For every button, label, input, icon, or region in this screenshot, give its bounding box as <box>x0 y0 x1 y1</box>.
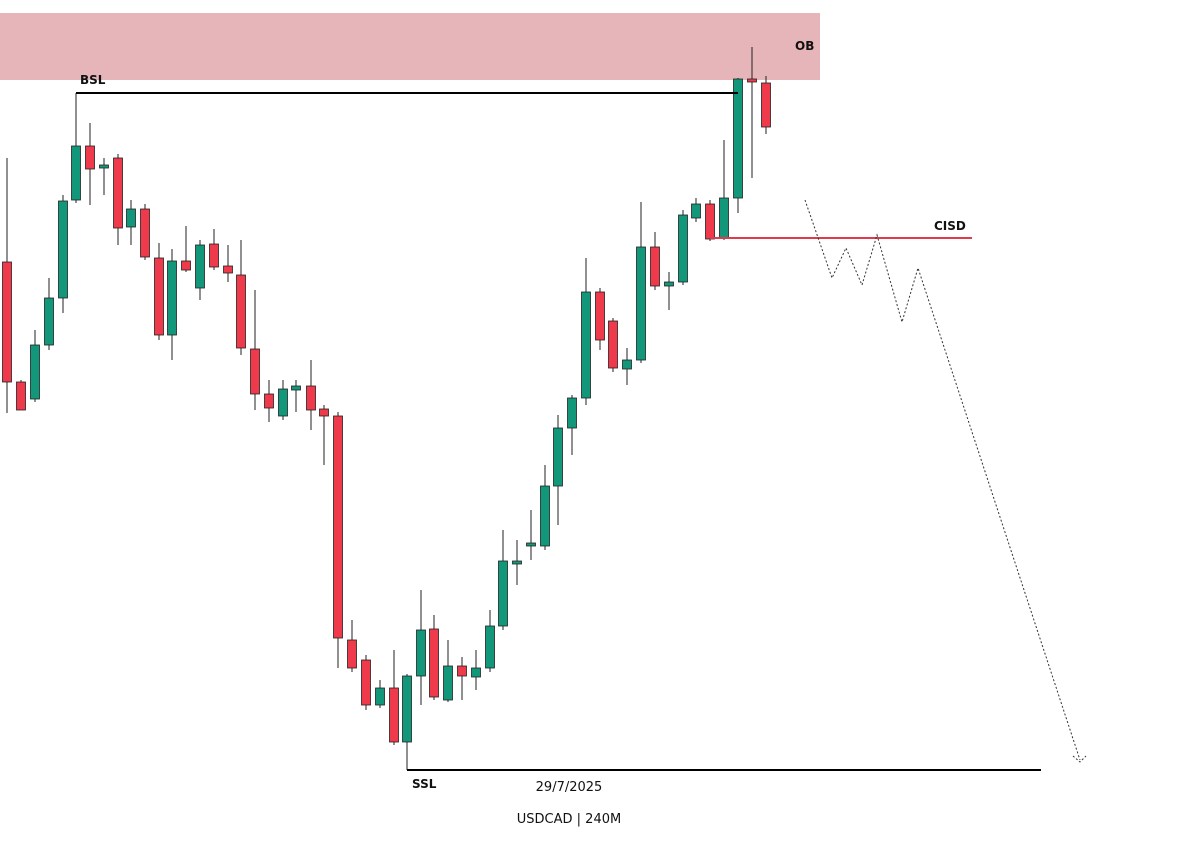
candle-body <box>526 542 536 547</box>
ob-label: OB <box>795 39 814 53</box>
candle-body <box>333 415 343 639</box>
order-block-zone <box>0 13 820 80</box>
candle-body <box>126 208 136 228</box>
candle-body <box>389 687 399 743</box>
candle-body <box>553 427 563 487</box>
candle-body <box>181 260 191 271</box>
ssl-label: SSL <box>412 777 437 791</box>
candle-body <box>691 203 701 219</box>
candle-body <box>705 203 715 240</box>
candle-body <box>581 291 591 399</box>
candle-body <box>347 639 357 669</box>
candle-body <box>30 344 40 400</box>
candle-body <box>636 246 646 361</box>
candle-body <box>361 659 371 706</box>
cisd-label: CISD <box>934 219 966 233</box>
candle-body <box>443 665 453 701</box>
candle-body <box>58 200 68 299</box>
candle-body <box>650 246 660 287</box>
candle-body <box>761 82 771 128</box>
date-label: 29/7/2025 <box>536 780 603 795</box>
candle-body <box>209 243 219 268</box>
candle-body <box>595 291 605 341</box>
candle-body <box>291 385 301 391</box>
candle-body <box>375 687 385 706</box>
candle-body <box>85 145 95 170</box>
candle-body <box>471 667 481 678</box>
bsl-label: BSL <box>80 73 106 87</box>
candle-body <box>457 665 467 677</box>
candle-body <box>567 397 577 429</box>
symbol-label: USDCAD | 240M <box>517 812 621 827</box>
candle-body <box>622 359 632 370</box>
candle-body <box>416 629 426 677</box>
candle-body <box>540 485 550 547</box>
candle-body <box>2 261 12 383</box>
candle-body <box>498 560 508 627</box>
candle-body <box>264 393 274 409</box>
candle-body <box>485 625 495 669</box>
candle-body <box>250 348 260 395</box>
candle-body <box>223 265 233 274</box>
candle-body <box>236 274 246 349</box>
candle-body <box>608 320 618 369</box>
projection-arrowhead <box>1072 755 1087 763</box>
candle-body <box>512 560 522 565</box>
candles <box>2 47 771 770</box>
candle-body <box>167 260 177 336</box>
candle-body <box>402 675 412 743</box>
candle-body <box>747 78 757 83</box>
candle-body <box>306 385 316 411</box>
candle-body <box>664 281 674 287</box>
candle-body <box>678 214 688 283</box>
projection-path <box>804 199 1081 761</box>
candle-body <box>140 208 150 258</box>
candle-body <box>319 408 329 417</box>
candle-body <box>154 257 164 336</box>
candle-body <box>429 628 439 698</box>
candle-body <box>16 381 26 411</box>
candle-body <box>44 297 54 346</box>
candle-body <box>733 78 743 199</box>
candle-body <box>278 388 288 417</box>
candle-body <box>113 157 123 229</box>
candle-body <box>195 244 205 289</box>
candle-body <box>99 164 109 169</box>
candle-body <box>71 145 81 201</box>
candle-body <box>719 197 729 239</box>
